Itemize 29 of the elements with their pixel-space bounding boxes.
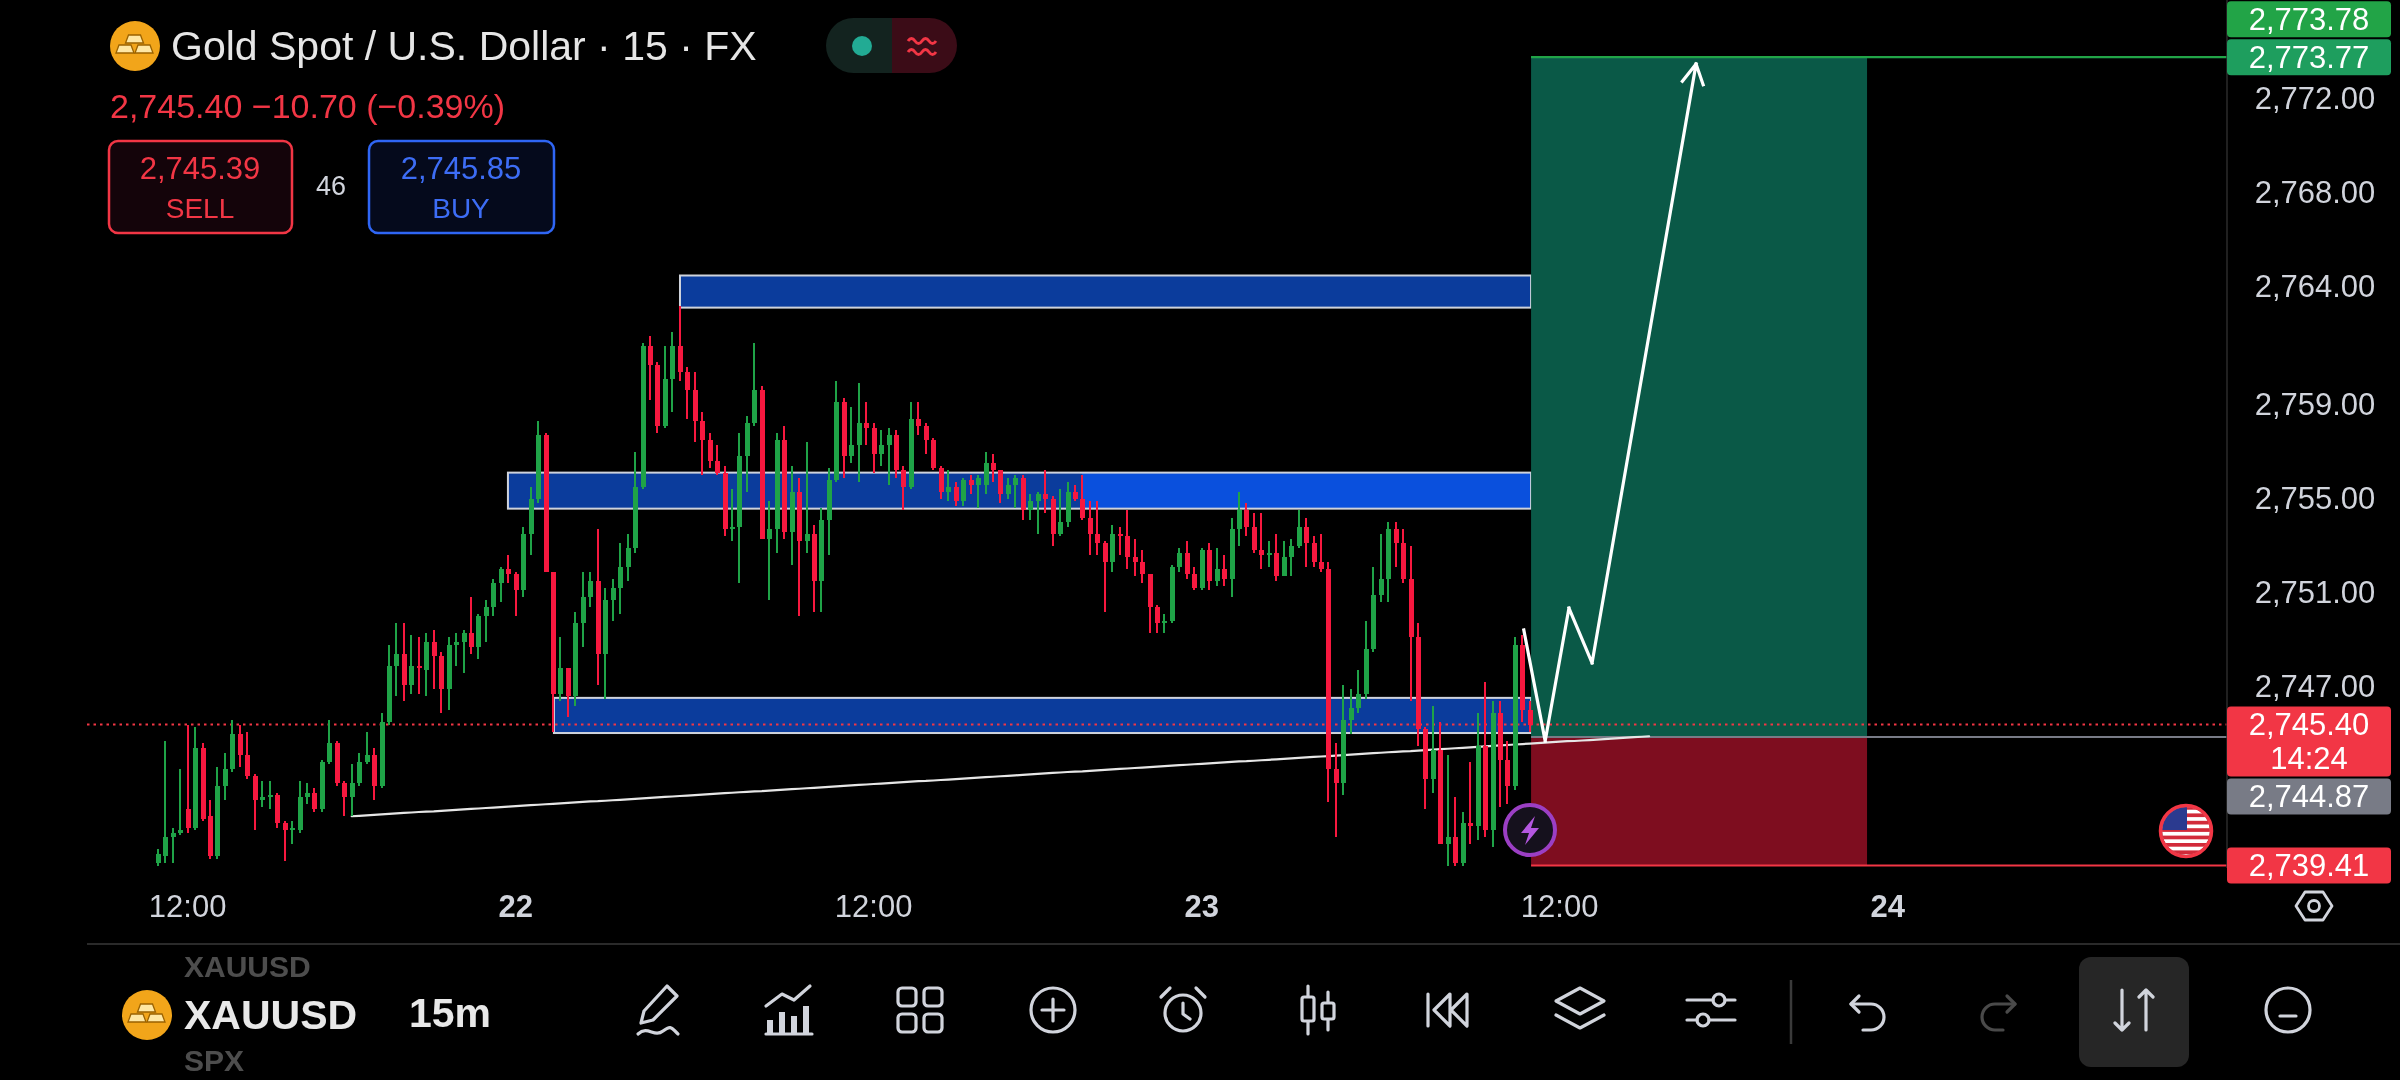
y-tick-label: 2,768.00 bbox=[2254, 175, 2376, 211]
ref-line-label: 2,773.77 bbox=[2248, 39, 2370, 75]
text: 2,745.40 −10.70 (−0.39%) bbox=[110, 87, 506, 125]
y-tick-label: 2,747.00 bbox=[2254, 669, 2376, 705]
text: XAUUSD bbox=[184, 992, 358, 1038]
text: SPX bbox=[184, 1043, 245, 1077]
annotation: 46 bbox=[315, 171, 347, 201]
y-tick-label: 2,764.00 bbox=[2254, 269, 2376, 305]
y-tick-label: 2,755.00 bbox=[2254, 481, 2376, 517]
ref-line-label: 2,773.78 bbox=[2248, 1, 2370, 37]
y-tick-label: 2,759.00 bbox=[2254, 387, 2376, 423]
annotation: 2,745.85 bbox=[400, 150, 522, 186]
ref-line-label: 2,744.87 bbox=[2248, 779, 2370, 815]
ref-line-label: 2,739.41 bbox=[2248, 847, 2370, 883]
text: Gold Spot / U.S. Dollar · 15 · FX bbox=[171, 23, 757, 69]
text: 15m bbox=[408, 990, 492, 1036]
x-tick-label: 22 bbox=[498, 888, 533, 924]
x-tick-label: 12:00 bbox=[834, 888, 913, 924]
y-tick-label: 2,751.00 bbox=[2254, 575, 2376, 611]
annotation: BUY bbox=[432, 192, 491, 224]
annotation: SELL bbox=[165, 192, 235, 224]
text: XAUUSD bbox=[184, 949, 311, 983]
x-tick-label: 12:00 bbox=[148, 888, 227, 924]
y-tick-label: 2,772.00 bbox=[2254, 81, 2376, 117]
x-tick-label: 12:00 bbox=[1520, 888, 1599, 924]
ref-line-label: 2,745.40 14:24 bbox=[2248, 707, 2370, 777]
x-tick-label: 24 bbox=[1870, 888, 1906, 924]
annotation: 2,745.39 bbox=[139, 150, 261, 186]
x-tick-label: 23 bbox=[1184, 888, 1219, 924]
